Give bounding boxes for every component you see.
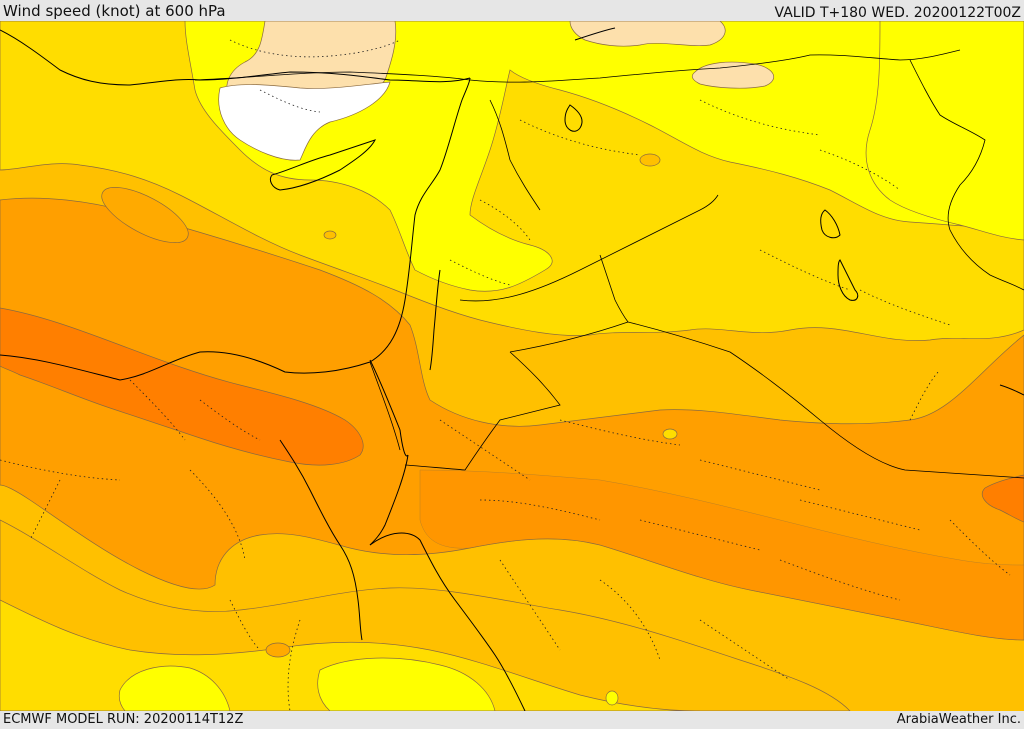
band-0-10-pocket: [218, 81, 391, 161]
band-10-20-cap-east: [569, 21, 726, 47]
band-55-stripe-east: [419, 469, 1024, 641]
map-title: Wind speed (knot) at 600 hPa: [3, 2, 226, 20]
map-canvas: [0, 21, 1024, 711]
pocket-north-east: [639, 153, 661, 167]
model-run-label: ECMWF MODEL RUN: 20200114T12Z: [3, 712, 244, 727]
country-borders: [194, 49, 1024, 479]
band-60-70-core-east: [981, 474, 1024, 523]
map-footer: ECMWF MODEL RUN: 20200114T12Z ArabiaWeat…: [0, 711, 1024, 729]
pocket-east: [662, 428, 678, 440]
band-20-30-south-patch: [118, 665, 231, 711]
credit-label: ArabiaWeather Inc.: [896, 712, 1021, 727]
pocket-south-west: [265, 642, 291, 658]
pocket-mid: [323, 230, 337, 240]
pocket-west: [101, 187, 189, 243]
admin-boundaries: [0, 39, 1011, 711]
wind-speed-map: [0, 21, 1024, 711]
band-20-30-south-patch-2: [317, 657, 496, 711]
coastlines: [0, 27, 1024, 711]
band-10-20-patch: [691, 61, 775, 89]
valid-time: VALID T+180 WED. 20200122T00Z: [774, 5, 1021, 21]
band-20-30-north: [184, 21, 1024, 292]
pocket-south: [605, 690, 619, 706]
band-20-30-east-lobe: [865, 21, 1024, 241]
band-60-70-core-west: [0, 307, 364, 466]
map-header: Wind speed (knot) at 600 hPa VALID T+180…: [0, 0, 1024, 21]
